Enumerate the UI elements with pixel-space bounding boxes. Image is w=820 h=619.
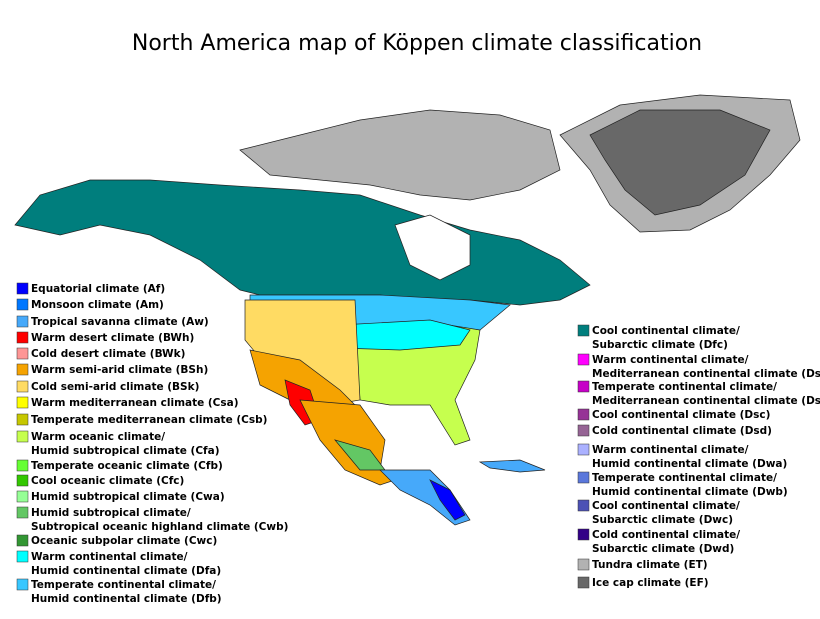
legend-swatch	[577, 443, 590, 456]
legend-swatch	[577, 528, 590, 541]
legend-swatch	[16, 506, 29, 519]
legend-label: Cool oceanic climate (Cfc)	[31, 475, 184, 487]
legend-label: Humid subtropical climate (Cwa)	[31, 491, 225, 503]
legend-label: Warm semi-arid climate (BSh)	[31, 364, 208, 376]
greenland-ice	[589, 109, 771, 216]
legend-swatch	[16, 363, 29, 376]
legend-swatch	[16, 578, 29, 591]
mexico	[299, 399, 396, 486]
legend-label: Humid continental climate (Dfa)	[31, 565, 221, 577]
legend-swatch	[16, 534, 29, 547]
legend-label: Mediterranean continental climate (Dsb)	[592, 395, 820, 407]
legend-label: Subtropical oceanic highland climate (Cw…	[31, 521, 288, 533]
legend-label: Mediterranean continental climate (Dsa)	[592, 368, 820, 380]
legend-swatch	[16, 298, 29, 311]
legend-label: Humid subtropical climate/	[31, 507, 191, 519]
legend-swatch	[577, 471, 590, 484]
legend-label: Cool continental climate/	[592, 325, 740, 337]
legend-label: Humid continental climate (Dwa)	[592, 458, 787, 470]
legend-label: Cool continental climate (Dsc)	[592, 409, 770, 421]
caribbean	[478, 459, 546, 473]
legend-swatch	[577, 424, 590, 437]
legend-label: Warm continental climate/	[31, 551, 188, 563]
legend-swatch	[16, 380, 29, 393]
hudson-bay	[394, 214, 471, 281]
legend-swatch	[577, 324, 590, 337]
legend-swatch	[16, 396, 29, 409]
legend-label: Subarctic climate (Dwc)	[592, 514, 733, 526]
legend-label: Cold semi-arid climate (BSk)	[31, 381, 199, 393]
legend-swatch	[16, 315, 29, 328]
legend-swatch	[16, 550, 29, 563]
legend-swatch	[16, 490, 29, 503]
legend-swatch	[577, 408, 590, 421]
legend-swatch	[16, 474, 29, 487]
legend-label: Temperate continental climate/	[31, 579, 216, 591]
legend-label: Cold desert climate (BWk)	[31, 348, 185, 360]
legend-swatch	[16, 347, 29, 360]
central-america	[379, 469, 471, 526]
legend-label: Humid continental climate (Dfb)	[31, 593, 222, 605]
legend-swatch	[577, 558, 590, 571]
map-title: North America map of Köppen climate clas…	[132, 31, 702, 56]
legend-label: Humid continental climate (Dwb)	[592, 486, 788, 498]
legend-label: Cold continental climate (Dsd)	[592, 425, 772, 437]
legend-label: Warm continental climate/	[592, 354, 749, 366]
legend-label: Subarctic climate (Dfc)	[592, 339, 728, 351]
legend-label: Cold continental climate/	[592, 529, 740, 541]
legend-swatch	[16, 331, 29, 344]
legend-label: Warm desert climate (BWh)	[31, 332, 194, 344]
legend-swatch	[16, 282, 29, 295]
arctic-islands	[239, 109, 561, 201]
map	[14, 94, 801, 526]
legend-label: Warm oceanic climate/	[31, 431, 165, 443]
legend-label: Oceanic subpolar climate (Cwc)	[31, 535, 217, 547]
legend-swatch	[16, 459, 29, 472]
legend-swatch	[16, 430, 29, 443]
legend-swatch	[577, 380, 590, 393]
central-america-wet	[429, 479, 466, 521]
legend-label: Cool continental climate/	[592, 500, 740, 512]
legend-swatch	[16, 413, 29, 426]
legend-label: Warm continental climate/	[592, 444, 749, 456]
legend-swatch	[577, 499, 590, 512]
legend-label: Equatorial climate (Af)	[31, 283, 165, 295]
legend-label: Ice cap climate (EF)	[592, 577, 709, 589]
legend-label: Monsoon climate (Am)	[31, 299, 164, 311]
legend-label: Temperate oceanic climate (Cfb)	[31, 460, 223, 472]
legend-label: Temperate continental climate/	[592, 381, 777, 393]
legend-swatch	[577, 353, 590, 366]
legend-label: Temperate continental climate/	[592, 472, 777, 484]
legend-swatch	[577, 576, 590, 589]
legend-label: Temperate mediterranean climate (Csb)	[31, 414, 267, 426]
legend-label: Warm mediterranean climate (Csa)	[31, 397, 239, 409]
legend-label: Humid subtropical climate (Cfa)	[31, 445, 220, 457]
legend-label: Tropical savanna climate (Aw)	[31, 316, 209, 328]
legend-label: Subarctic climate (Dwd)	[592, 543, 734, 555]
legend-label: Tundra climate (ET)	[592, 559, 708, 571]
